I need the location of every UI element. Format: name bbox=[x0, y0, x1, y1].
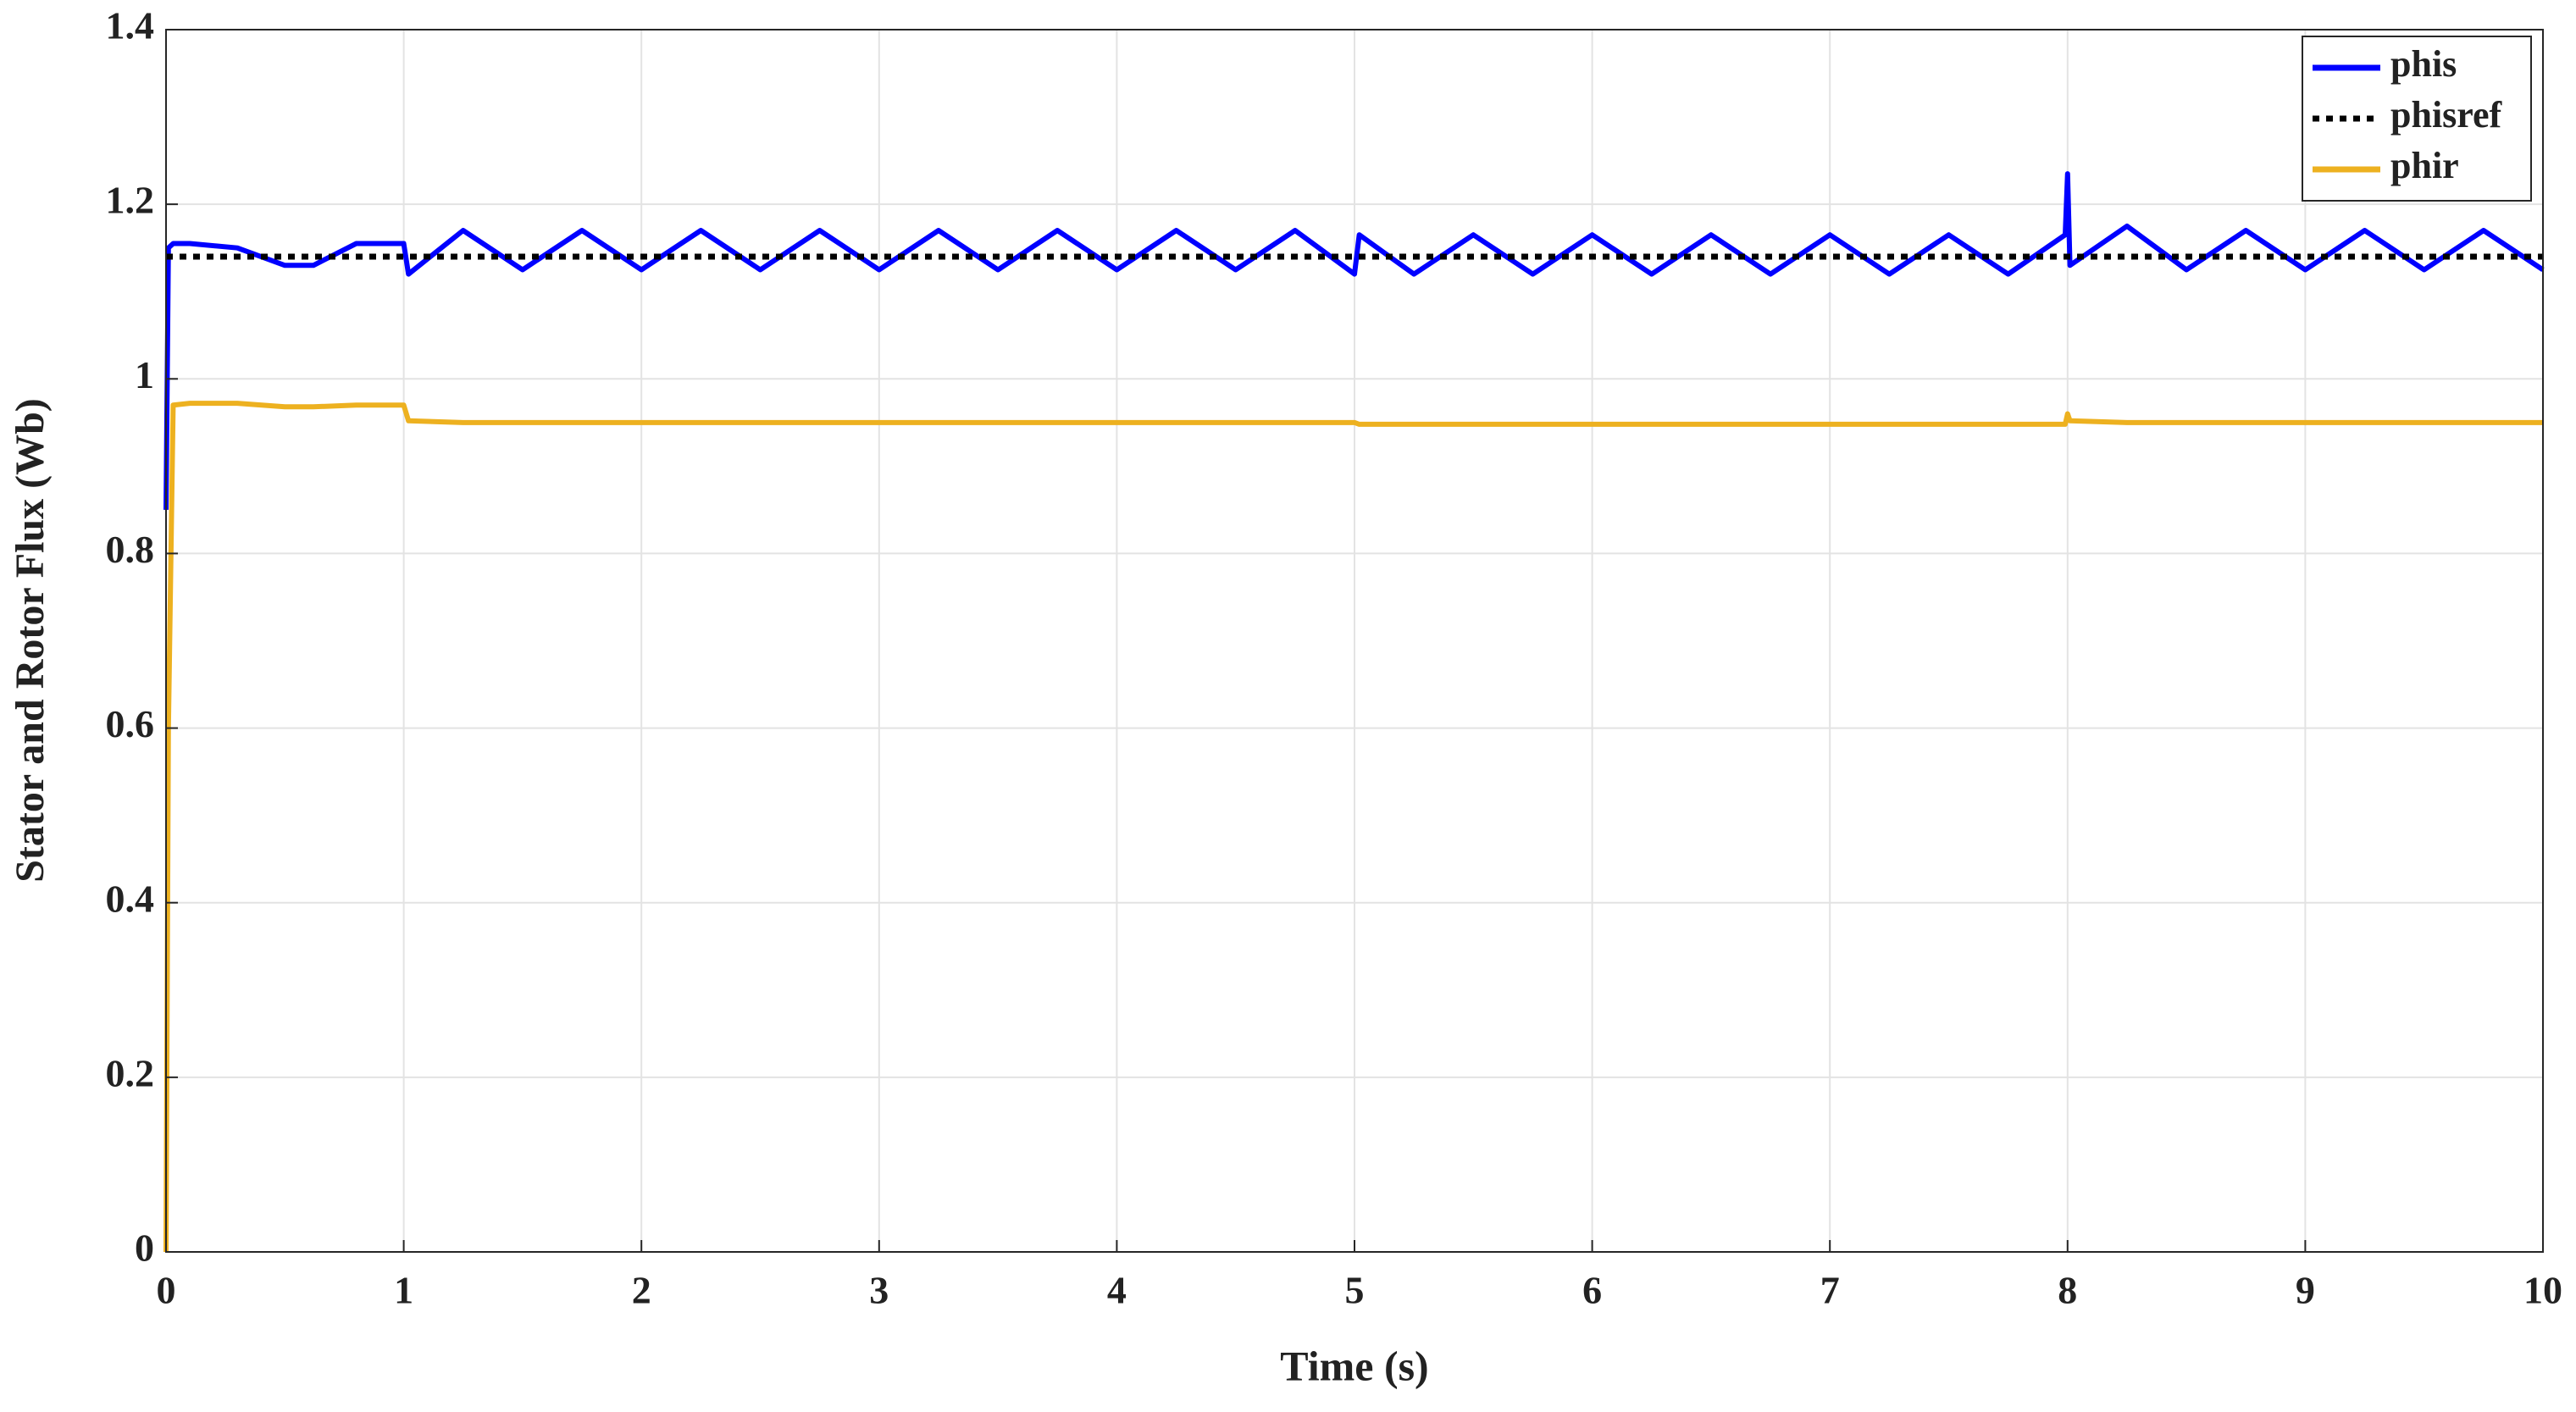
x-tick-label: 7 bbox=[1820, 1269, 1840, 1312]
grid bbox=[165, 29, 2544, 1253]
y-tick-label: 0.8 bbox=[106, 528, 155, 571]
x-tick-label: 9 bbox=[2296, 1269, 2315, 1312]
y-tick-label: 0.2 bbox=[106, 1051, 155, 1094]
x-tick-label: 4 bbox=[1107, 1269, 1127, 1312]
x-tick-label: 6 bbox=[1582, 1269, 1602, 1312]
y-axis-label: Stator and Rotor Flux (Wb) bbox=[8, 398, 53, 883]
legend-label: phis bbox=[2390, 43, 2457, 85]
x-tick-label: 0 bbox=[157, 1269, 176, 1312]
y-tick-label: 1.2 bbox=[106, 179, 155, 222]
series-line bbox=[163, 401, 2543, 1253]
y-tick-label: 1 bbox=[135, 353, 154, 396]
x-tick-label: 2 bbox=[632, 1269, 651, 1312]
y-tick-label: 1.4 bbox=[106, 4, 155, 47]
x-tick-label: 5 bbox=[1345, 1269, 1365, 1312]
y-tick-label: 0.4 bbox=[106, 877, 155, 920]
x-tick-label: 10 bbox=[2523, 1269, 2562, 1312]
y-tick-label: 0 bbox=[135, 1227, 154, 1270]
x-axis-label: Time (s) bbox=[1280, 1342, 1428, 1389]
x-tick-label: 8 bbox=[2058, 1269, 2077, 1312]
series-line bbox=[163, 171, 2545, 510]
x-tick-label: 3 bbox=[869, 1269, 889, 1312]
legend-label: phisref bbox=[2390, 94, 2503, 136]
legend-label: phir bbox=[2390, 145, 2459, 186]
y-tick-label: 0.6 bbox=[106, 702, 155, 745]
x-tick-label: 1 bbox=[394, 1269, 413, 1312]
legend: phis phisref phir bbox=[2302, 36, 2532, 202]
plot-lines bbox=[163, 171, 2545, 1253]
